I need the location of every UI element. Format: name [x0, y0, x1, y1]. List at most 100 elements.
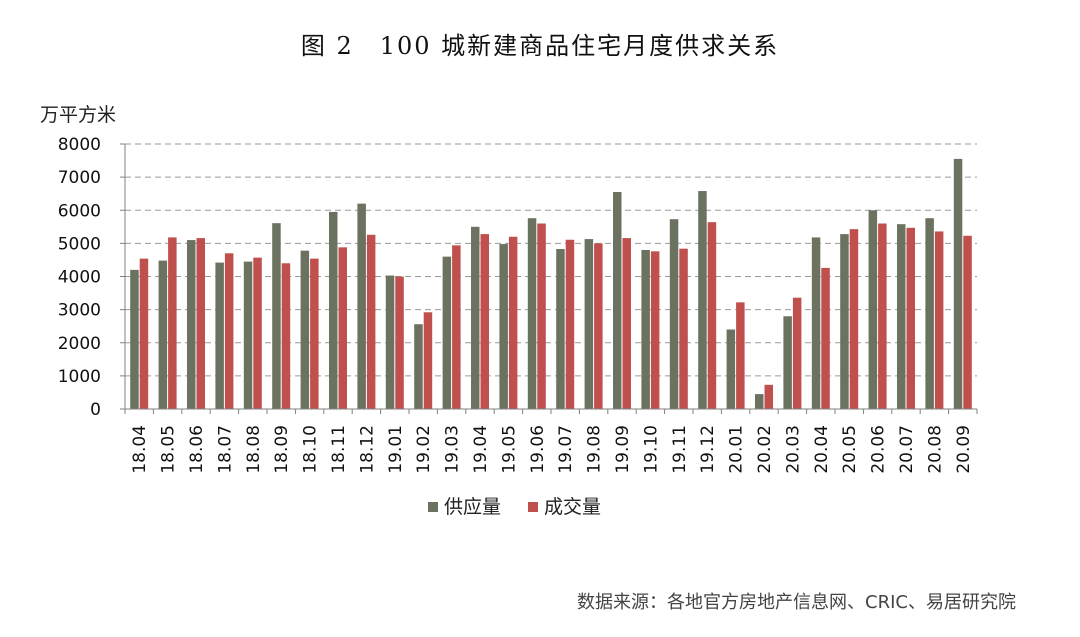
bar-supply	[414, 324, 423, 409]
bar-deal	[736, 302, 745, 409]
x-tick-label: 20.07	[897, 425, 917, 474]
bar-deal	[906, 227, 915, 409]
y-tick-label: 5000	[58, 234, 101, 254]
bar-supply	[755, 394, 764, 409]
bar-supply	[698, 191, 707, 409]
axes: 0 1000 2000 3000 4000 5000 6000 7000 8000 18.04 18…	[58, 135, 978, 474]
bar-supply	[357, 203, 366, 409]
legend-swatch	[428, 502, 438, 512]
bar-supply	[641, 250, 650, 409]
bar-supply	[925, 218, 934, 409]
legend-label: 成交量	[544, 496, 601, 518]
bar-supply	[243, 261, 253, 409]
bar-deal	[310, 258, 319, 409]
x-tick-label: 19.01	[386, 425, 406, 474]
x-tick-label: 19.08	[585, 425, 605, 474]
bar-supply	[897, 224, 906, 409]
x-tick-label: 20.05	[840, 425, 860, 474]
bar-supply	[329, 211, 338, 409]
bar-deal	[764, 384, 773, 409]
bar-deal	[480, 234, 489, 409]
bar-supply	[669, 219, 679, 409]
bar-supply	[300, 250, 310, 409]
x-tick-label: 19.07	[556, 425, 576, 474]
x-tick-label: 20.01	[727, 425, 747, 474]
bar-supply	[527, 218, 537, 409]
y-tick-label: 0	[90, 400, 101, 420]
x-tick-label: 18.06	[187, 425, 207, 474]
bar-deal	[622, 238, 631, 409]
y-axis-unit-label: 万平方米	[40, 104, 117, 126]
bar-deal	[168, 237, 177, 409]
legend-swatch	[528, 502, 538, 512]
bar-supply	[868, 210, 878, 409]
bar-chart: 0 1000 2000 3000 4000 5000 6000 7000 8000 18.04 18…	[58, 135, 978, 518]
x-tick-label: 19.03	[443, 425, 463, 474]
bar-deal	[565, 239, 575, 409]
y-tick-label: 7000	[58, 168, 101, 188]
bar-deal	[707, 222, 717, 409]
bar-supply	[272, 223, 281, 409]
bar-supply	[158, 260, 168, 409]
bar-deal	[395, 276, 404, 409]
y-tick-label: 1000	[58, 367, 101, 387]
bar-supply	[215, 262, 224, 409]
bar-deal	[934, 231, 944, 409]
x-tick-label: 18.12	[357, 425, 377, 474]
x-tick-label: 19.10	[641, 425, 661, 474]
bar-deal	[792, 297, 802, 409]
y-tick-label: 2000	[58, 334, 101, 354]
bar-supply	[471, 226, 480, 409]
bar-supply	[130, 269, 139, 409]
bar-supply	[783, 316, 792, 409]
bar-deal	[650, 251, 660, 409]
bar-deal	[224, 253, 234, 409]
bar-deal	[849, 229, 859, 409]
bar-supply	[811, 237, 821, 409]
x-tick-label: 20.08	[925, 425, 945, 474]
bars	[130, 158, 972, 409]
bar-deal	[878, 223, 887, 409]
x-tick-label: 20.02	[755, 425, 775, 474]
bar-deal	[594, 243, 603, 409]
bar-supply	[584, 239, 594, 409]
bar-deal	[281, 263, 291, 409]
bar-deal	[366, 234, 376, 409]
bar-deal	[139, 258, 149, 409]
x-tick-label: 19.05	[499, 425, 519, 474]
y-tick-label: 3000	[58, 301, 101, 321]
x-tick-label: 20.04	[812, 425, 832, 474]
x-tick-label: 20.03	[783, 425, 803, 474]
data-source-note: 数据来源：各地官方房地产信息网、CRIC、易居研究院	[577, 592, 1016, 613]
x-tick-label: 20.09	[954, 425, 974, 474]
bar-supply	[187, 240, 196, 409]
bar-deal	[196, 238, 205, 409]
bar-supply	[442, 256, 452, 409]
bar-supply	[840, 234, 849, 409]
bar-deal	[963, 235, 972, 409]
bar-supply	[556, 249, 565, 409]
y-tick-label: 4000	[58, 268, 101, 288]
x-tick-label: 19.11	[670, 425, 690, 474]
legend-label: 供应量	[444, 496, 501, 518]
x-tick-label: 18.08	[244, 425, 264, 474]
bar-supply	[499, 244, 508, 409]
chart-title: 图 2 100 城新建商品住宅月度供求关系	[300, 32, 780, 60]
x-tick-label: 20.06	[869, 425, 889, 474]
bar-deal	[821, 267, 830, 409]
bar-deal	[537, 223, 546, 409]
x-tick-label: 18.11	[329, 425, 349, 474]
x-tick-label: 19.02	[414, 425, 434, 474]
x-tick-label: 19.04	[471, 425, 491, 474]
bar-deal	[253, 257, 262, 409]
x-tick-label: 19.09	[613, 425, 633, 474]
gridlines	[125, 143, 977, 377]
x-tick-label: 18.10	[301, 425, 321, 474]
bar-deal	[452, 245, 461, 409]
bar-supply	[953, 158, 963, 409]
x-tick-label: 18.09	[272, 425, 292, 474]
bar-deal	[338, 247, 347, 409]
x-tick-label: 18.05	[159, 425, 179, 474]
x-tick-label: 19.12	[698, 425, 718, 474]
bar-supply	[613, 192, 622, 409]
